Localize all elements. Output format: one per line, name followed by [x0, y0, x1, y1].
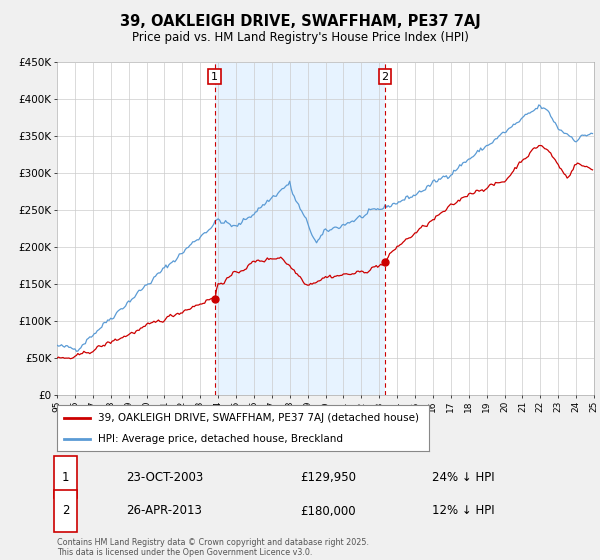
Text: 23-OCT-2003: 23-OCT-2003 [126, 471, 203, 484]
Text: 1: 1 [62, 471, 69, 484]
Text: 39, OAKLEIGH DRIVE, SWAFFHAM, PE37 7AJ: 39, OAKLEIGH DRIVE, SWAFFHAM, PE37 7AJ [119, 14, 481, 29]
Text: Contains HM Land Registry data © Crown copyright and database right 2025.
This d: Contains HM Land Registry data © Crown c… [57, 538, 369, 557]
Text: 2: 2 [62, 505, 69, 517]
Text: £129,950: £129,950 [300, 471, 356, 484]
Text: £180,000: £180,000 [300, 505, 356, 517]
Text: 1: 1 [211, 72, 218, 82]
Text: 24% ↓ HPI: 24% ↓ HPI [432, 471, 494, 484]
Text: Price paid vs. HM Land Registry's House Price Index (HPI): Price paid vs. HM Land Registry's House … [131, 31, 469, 44]
Text: 12% ↓ HPI: 12% ↓ HPI [432, 505, 494, 517]
Text: 2: 2 [382, 72, 389, 82]
Text: 26-APR-2013: 26-APR-2013 [126, 505, 202, 517]
Text: 39, OAKLEIGH DRIVE, SWAFFHAM, PE37 7AJ (detached house): 39, OAKLEIGH DRIVE, SWAFFHAM, PE37 7AJ (… [98, 413, 419, 423]
Text: HPI: Average price, detached house, Breckland: HPI: Average price, detached house, Brec… [98, 435, 343, 444]
Bar [215, 62, 385, 395]
